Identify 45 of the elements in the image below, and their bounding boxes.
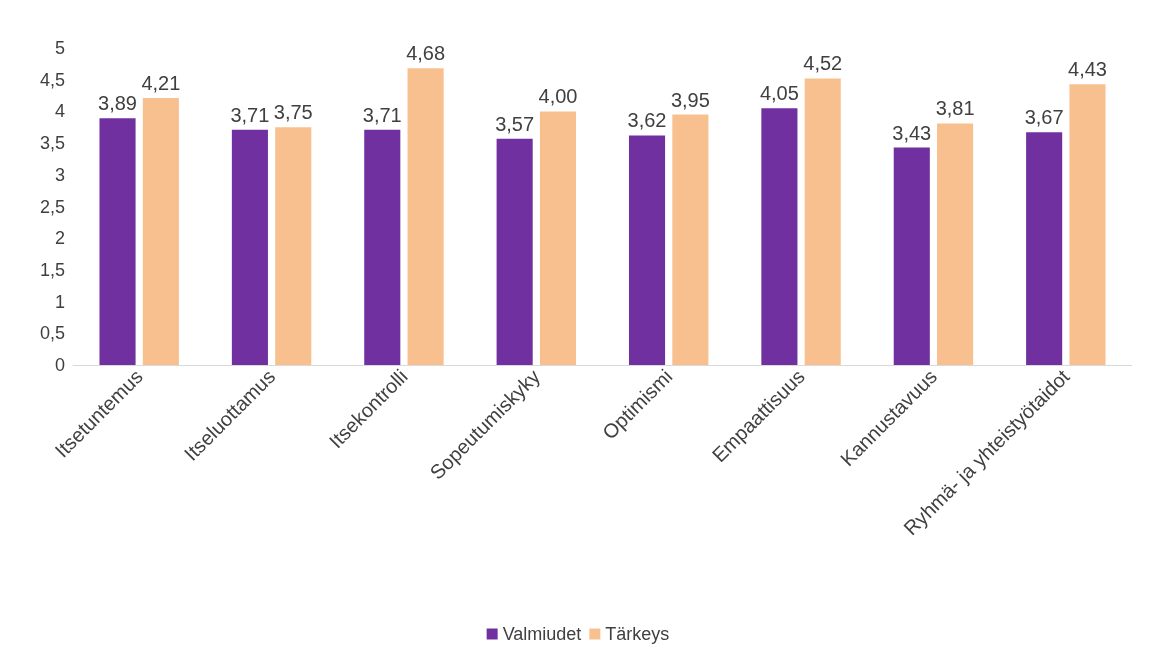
data-label: 4,05 [759, 82, 799, 105]
bar [893, 147, 930, 365]
bar [1069, 84, 1106, 365]
data-label: 3,89 [98, 92, 137, 115]
y-tick-label: 4 [54, 101, 65, 122]
bar [804, 78, 841, 365]
bar [231, 129, 268, 365]
data-label: 4,21 [141, 72, 181, 95]
y-tick-label: 2,5 [39, 196, 65, 217]
bar [364, 129, 401, 365]
bar [275, 127, 312, 365]
y-tick-label: 4,5 [39, 69, 65, 90]
data-label: 3,67 [1024, 106, 1064, 129]
data-label: 3,57 [495, 112, 535, 135]
y-tick-label: 1,5 [39, 259, 65, 280]
bar [672, 114, 709, 365]
y-tick-label: 0 [54, 355, 65, 375]
data-label: 3,62 [627, 109, 667, 132]
legend-label: Valmiudet [502, 624, 582, 644]
y-tick-label: 0,5 [39, 323, 65, 344]
data-label: 4,43 [1068, 58, 1107, 81]
data-label: 3,43 [892, 121, 932, 144]
data-label: 3,71 [362, 103, 402, 126]
bar [496, 138, 533, 365]
y-tick-label: 3,5 [39, 133, 65, 154]
y-tick-label: 2 [54, 228, 65, 249]
bar [539, 111, 577, 365]
y-tick-label: 3 [54, 164, 65, 185]
bar [937, 123, 974, 365]
bar [99, 118, 136, 365]
bar [761, 108, 798, 365]
bar [628, 135, 666, 365]
y-tick-label: 1 [54, 291, 65, 312]
bar [407, 68, 444, 365]
bar [142, 98, 179, 365]
data-label: 3,75 [273, 101, 313, 124]
y-tick-label: 5 [54, 38, 65, 58]
data-label: 4,00 [538, 85, 578, 108]
data-label: 4,52 [803, 52, 843, 75]
data-label: 3,81 [935, 97, 975, 120]
data-label: 3,71 [230, 103, 270, 126]
legend-label: Tärkeys [605, 624, 670, 644]
data-label: 3,95 [670, 88, 710, 111]
bar [1026, 132, 1063, 365]
data-label: 4,68 [406, 42, 446, 65]
